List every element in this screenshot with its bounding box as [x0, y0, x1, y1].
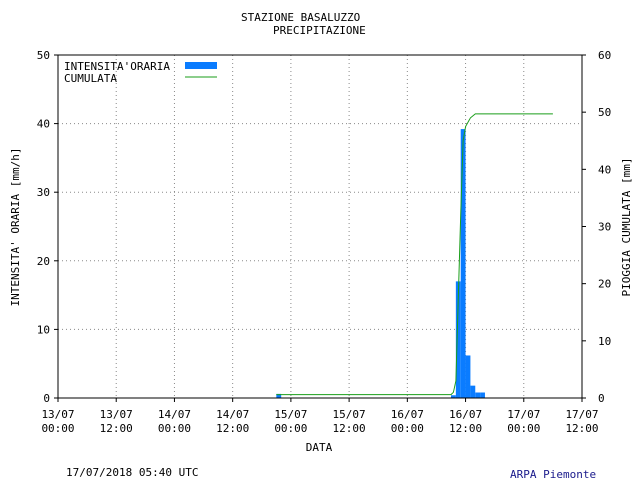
cumulative-line-path — [276, 113, 553, 396]
x-axis-label: DATA — [306, 441, 333, 454]
intensity-bar — [451, 395, 456, 398]
y-tick-label: 20 — [37, 255, 50, 268]
legend-swatch-intensity — [185, 62, 217, 69]
x-tick-time: 00:00 — [391, 422, 424, 435]
x-tick-date: 16/07 — [391, 408, 424, 421]
y2-tick-label: 40 — [598, 163, 611, 176]
y2-tick-label: 50 — [598, 106, 611, 119]
x-tick-date: 16/07 — [449, 408, 482, 421]
footer-source: ARPA Piemonte — [510, 468, 597, 481]
x-tick-time: 12:00 — [333, 422, 366, 435]
intensity-bar — [455, 281, 461, 398]
chart-grid — [58, 55, 582, 398]
x-tick-date: 15/07 — [333, 408, 366, 421]
x-tick-date: 14/07 — [216, 408, 249, 421]
x-tick-time: 12:00 — [565, 422, 598, 435]
y-axis-label-left: INTENSITA' ORARIA [mm/h] — [9, 148, 22, 307]
y2-tick-label: 0 — [598, 392, 605, 405]
intensity-bar — [470, 385, 476, 398]
legend-label-cumulative: CUMULATA — [64, 72, 117, 85]
legend-label-intensity: INTENSITA'ORARIA — [64, 60, 170, 73]
x-tick-date: 14/07 — [158, 408, 191, 421]
intensity-bar — [480, 392, 485, 398]
legend: INTENSITA'ORARIA CUMULATA — [64, 60, 217, 85]
x-tick-time: 00:00 — [158, 422, 191, 435]
intensity-bars — [276, 129, 485, 398]
y2-tick-label: 10 — [598, 335, 611, 348]
y-axis-label-right: PIOGGIA CUMULATA [mm] — [620, 157, 633, 296]
x-tick-date: 17/07 — [565, 408, 598, 421]
x-tick-time: 00:00 — [41, 422, 74, 435]
chart-subtitle: PRECIPITAZIONE — [273, 24, 366, 37]
y-tick-label: 0 — [43, 392, 50, 405]
y-tick-label: 50 — [37, 49, 50, 62]
intensity-bar — [475, 392, 481, 398]
x-tick-time: 00:00 — [507, 422, 540, 435]
y-tick-label: 30 — [37, 186, 50, 199]
footer-timestamp: 17/07/2018 05:40 UTC — [66, 466, 199, 479]
x-tick-time: 12:00 — [100, 422, 133, 435]
y2-tick-label: 30 — [598, 221, 611, 234]
x-tick-date: 13/07 — [41, 408, 74, 421]
x-tick-date: 15/07 — [274, 408, 307, 421]
intensity-bar — [276, 393, 282, 398]
y-tick-label: 40 — [37, 118, 50, 131]
x-axis-ticks: 13/0700:0013/0712:0014/0700:0014/0712:00… — [41, 398, 599, 435]
cumulative-line — [276, 113, 553, 396]
chart-title: STAZIONE BASALUZZO — [241, 11, 361, 24]
x-tick-time: 00:00 — [274, 422, 307, 435]
intensity-bar — [465, 355, 471, 398]
y2-tick-label: 20 — [598, 278, 611, 291]
x-tick-time: 12:00 — [216, 422, 249, 435]
intensity-bar — [460, 129, 466, 398]
x-tick-date: 17/07 — [507, 408, 540, 421]
x-tick-date: 13/07 — [100, 408, 133, 421]
x-tick-time: 12:00 — [449, 422, 482, 435]
plot-frame — [57, 54, 583, 399]
left-axis-ticks: 0 10 20 30 40 50 — [37, 49, 58, 405]
y-tick-label: 10 — [37, 323, 50, 336]
right-axis-ticks: 0 10 20 30 40 50 60 — [582, 49, 611, 405]
y2-tick-label: 60 — [598, 49, 611, 62]
